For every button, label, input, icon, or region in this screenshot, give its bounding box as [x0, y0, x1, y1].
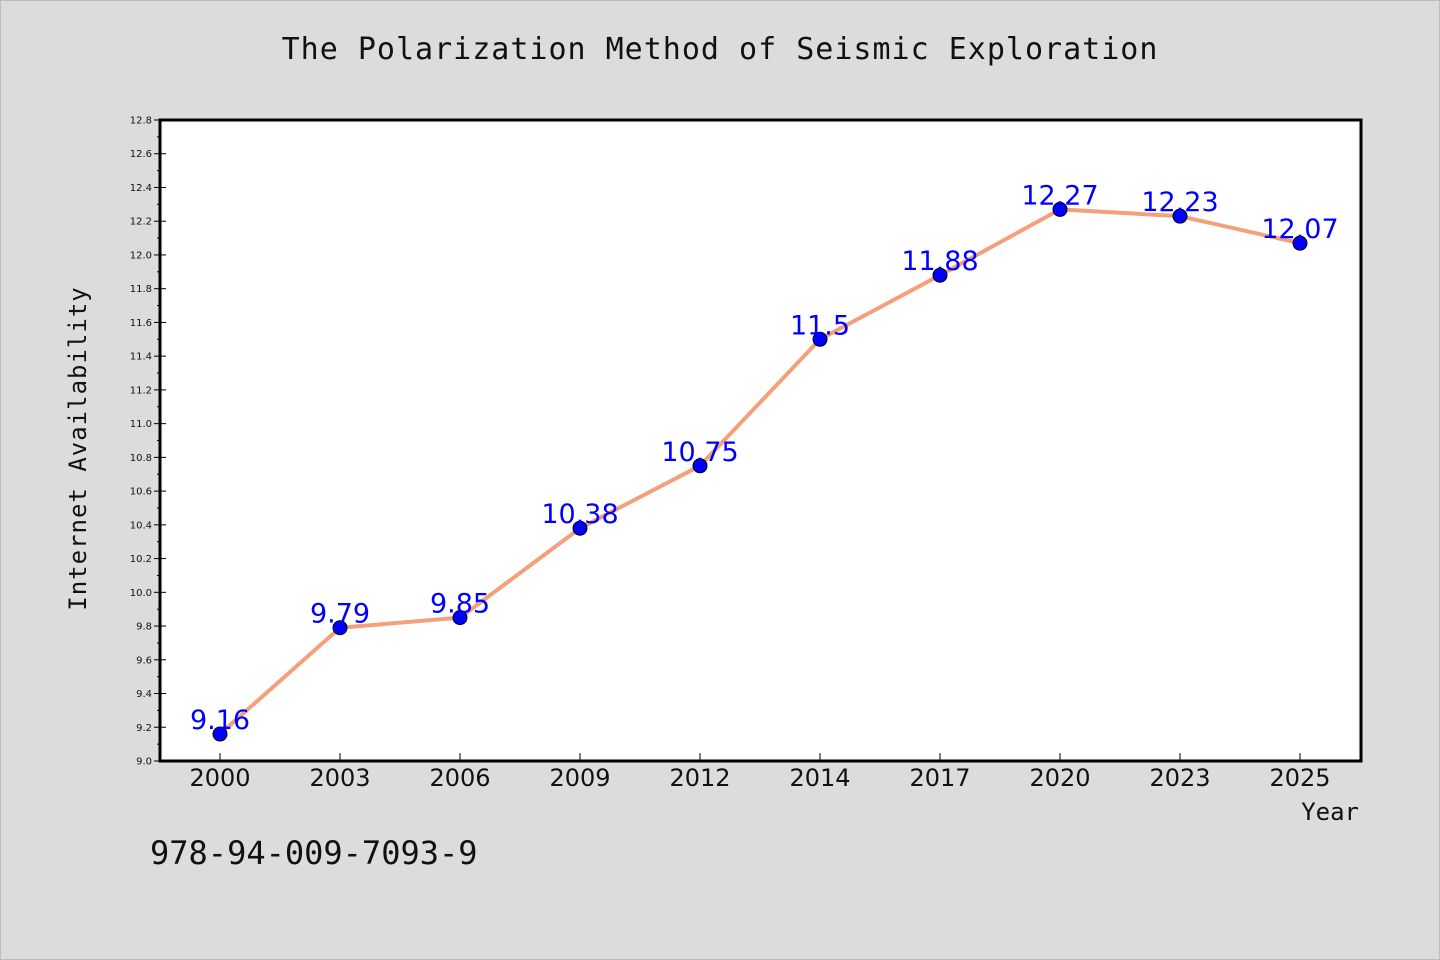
- x-tick-label: 2023: [1149, 764, 1210, 792]
- x-axis-label: Year: [1301, 798, 1359, 826]
- y-tick-label: 10.4: [130, 520, 152, 531]
- x-tick-label: 2000: [189, 764, 250, 792]
- plot-area: [158, 118, 1363, 763]
- x-tick-label: 2017: [909, 764, 970, 792]
- y-tick-label: 11.4: [130, 352, 152, 363]
- y-tick-label: 11.0: [130, 419, 152, 430]
- data-label: 12.23: [1141, 187, 1218, 218]
- data-label: 11.5: [790, 310, 850, 341]
- data-label: 9.79: [310, 599, 370, 630]
- x-tick-label: 2014: [789, 764, 850, 792]
- data-label: 9.16: [190, 705, 250, 736]
- y-tick-label: 9.0: [136, 757, 152, 768]
- y-tick-label: 10.0: [130, 588, 152, 599]
- data-label: 12.27: [1021, 180, 1098, 211]
- x-tick-label: 2003: [309, 764, 370, 792]
- y-tick-label: 12.0: [130, 250, 152, 261]
- y-tick-label: 11.6: [130, 318, 152, 329]
- x-tick-label: 2006: [429, 764, 490, 792]
- data-point: [212, 726, 228, 742]
- x-tick-label: 2009: [549, 764, 610, 792]
- data-label: 12.07: [1261, 214, 1338, 245]
- y-tick-label: 12.8: [130, 116, 152, 127]
- y-tick-label: 12.6: [130, 149, 152, 160]
- x-tick-label: 2025: [1269, 764, 1330, 792]
- data-point: [452, 610, 468, 626]
- isbn-text: 978-94-009-7093-9: [150, 834, 478, 872]
- series-line: [218, 207, 1301, 736]
- x-tick-label: 2020: [1029, 764, 1090, 792]
- y-tick-label: 11.8: [130, 284, 152, 295]
- y-axis-label: Internet Availability: [64, 286, 92, 610]
- y-tick-label: 10.2: [130, 554, 152, 565]
- x-tick-label: 2012: [669, 764, 730, 792]
- data-point: [332, 620, 348, 636]
- y-tick-label: 9.8: [136, 622, 152, 633]
- data-label: 10.38: [541, 499, 618, 530]
- y-tick-label: 10.6: [130, 487, 152, 498]
- data-point: [1172, 208, 1188, 224]
- data-point: [692, 458, 708, 474]
- data-label: 9.85: [430, 589, 490, 620]
- y-tick-label: 12.4: [130, 183, 152, 194]
- y-tick-label: 9.6: [136, 655, 152, 666]
- data-point: [932, 267, 948, 283]
- chart-title: The Polarization Method of Seismic Explo…: [281, 32, 1159, 67]
- y-tick-label: 9.4: [136, 689, 152, 700]
- data-point: [812, 331, 828, 347]
- data-point: [1052, 201, 1068, 217]
- y-tick-label: 11.2: [130, 385, 152, 396]
- y-tick-label: 12.2: [130, 217, 152, 228]
- data-point: [1292, 235, 1308, 251]
- y-tick-label: 9.2: [136, 723, 152, 734]
- y-tick-label: 10.8: [130, 453, 152, 464]
- data-label: 11.88: [901, 246, 978, 277]
- data-point: [572, 520, 588, 536]
- data-label: 10.75: [661, 437, 738, 468]
